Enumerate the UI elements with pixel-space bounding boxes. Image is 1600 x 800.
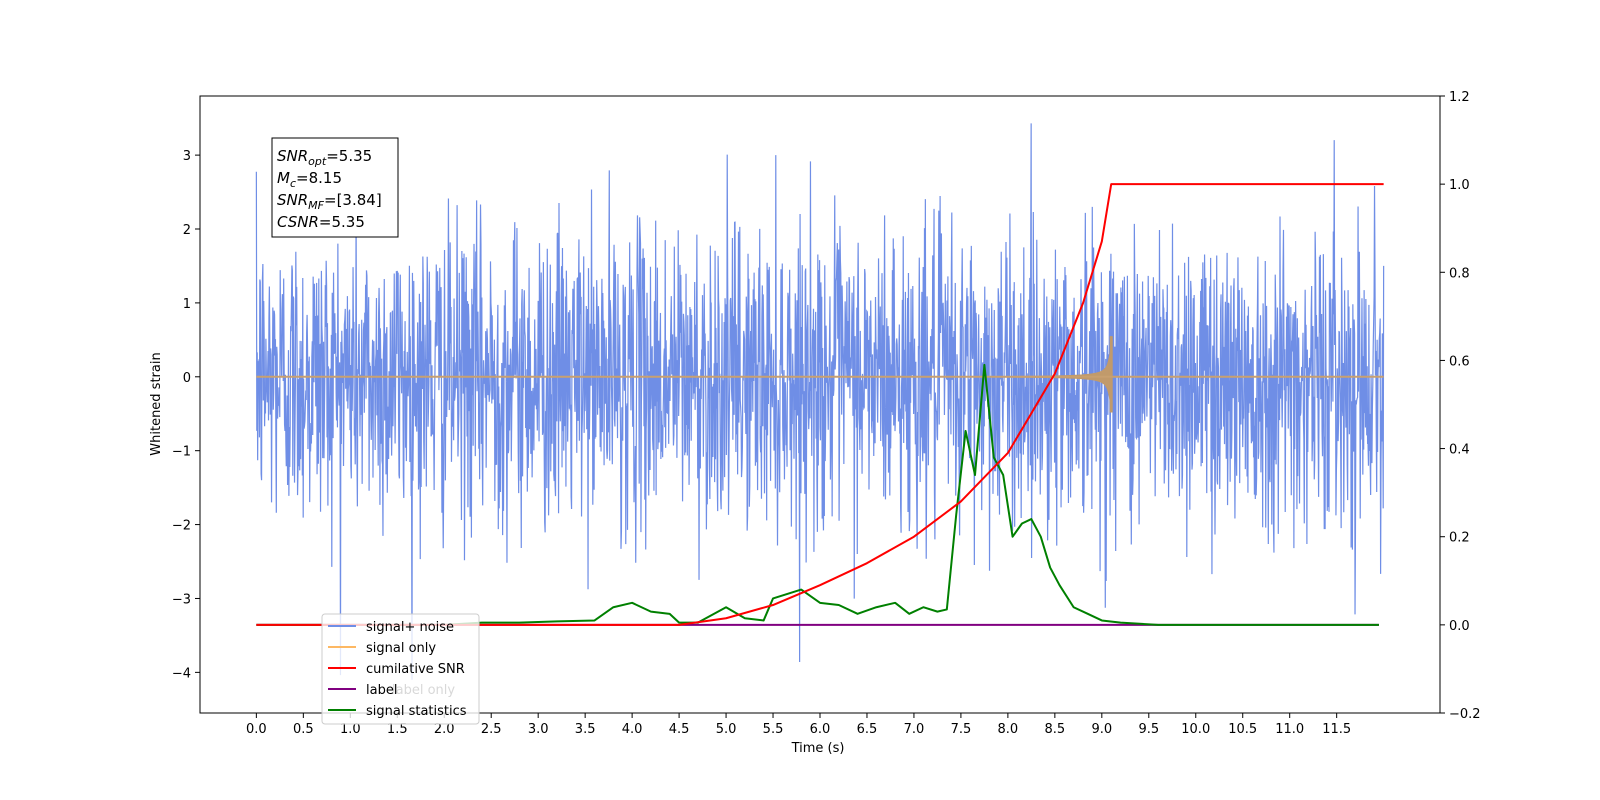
noise-series (255, 123, 1385, 680)
x-tick-label: 5.0 (716, 722, 737, 737)
annotation-subscript: MF (308, 199, 324, 212)
x-tick-label: 1.0 (340, 722, 361, 737)
y2-tick-label: 0.4 (1449, 443, 1470, 458)
y-tick-label: 2 (183, 223, 191, 238)
legend-label: cumilative SNR (366, 662, 465, 677)
annotation-symbol: M (277, 169, 290, 187)
series-line-cumilative-snr (256, 183, 1384, 626)
y-axis-label: Whitened strain (149, 352, 164, 455)
legend-ghost-text: label only (392, 683, 455, 698)
y2-tick-label: 0.8 (1449, 266, 1470, 281)
annotation-subscript: opt (308, 155, 327, 168)
x-tick-label: 7.0 (904, 722, 925, 737)
y2-tick-label: 0.0 (1449, 619, 1470, 634)
x-tick-label: 5.5 (763, 722, 784, 737)
y-tick-label: 1 (183, 297, 191, 312)
x-tick-label: 9.5 (1138, 722, 1159, 737)
y2-tick-label: 0.2 (1449, 531, 1470, 546)
x-tick-label: 11.0 (1275, 722, 1304, 737)
annotation-frame (271, 137, 399, 238)
y2-axis-ticks: 1.2 1.0 0.8 0.6 0.4 0.2 0.0 −0.2 (1440, 90, 1481, 722)
x-tick-label: 8.5 (1045, 722, 1066, 737)
legend-label: signal+ noise (366, 620, 454, 635)
legend-label: signal only (366, 641, 436, 656)
legend-label: label (366, 683, 397, 698)
x-tick-label: 10.5 (1228, 722, 1257, 737)
y-tick-label: 3 (183, 149, 191, 164)
y2-tick-label: 0.6 (1449, 354, 1470, 369)
x-tick-label: 6.0 (810, 722, 831, 737)
annotation-value: =8.15 (296, 169, 342, 187)
annotation-symbol: SNR (277, 147, 308, 165)
annotation-line: Mc=8.15 (277, 169, 342, 190)
x-tick-label: 9.0 (1091, 722, 1112, 737)
x-tick-label: 3.5 (575, 722, 596, 737)
x-axis-ticks: 0.0 0.5 1.0 1.5 2.0 2.5 3.0 3.5 4.0 4.5 5.0 5.5 6.0 6… (246, 713, 1351, 737)
x-tick-label: 4.5 (669, 722, 690, 737)
annotation-line: CSNR=5.35 (277, 213, 365, 231)
y2-tick-label: −0.2 (1449, 707, 1481, 722)
x-tick-label: 1.5 (387, 722, 408, 737)
x-tick-label: 0.0 (246, 722, 267, 737)
y-tick-label: 0 (183, 371, 191, 386)
x-tick-label: 0.5 (293, 722, 314, 737)
x-tick-label: 8.0 (998, 722, 1019, 737)
chirp-series (256, 336, 1384, 413)
x-tick-label: 10.0 (1181, 722, 1210, 737)
annotation-line: SNRopt=5.35 (277, 147, 372, 168)
x-tick-label: 6.5 (857, 722, 878, 737)
series-line-signal-noise (255, 123, 1385, 680)
x-tick-label: 2.5 (481, 722, 502, 737)
annotation-subscript: c (290, 177, 296, 190)
y2-tick-label: 1.0 (1449, 178, 1470, 193)
x-tick-label: 2.0 (434, 722, 455, 737)
legend: label only signal+ noise signal only cumila… (321, 613, 480, 725)
y-tick-label: −2 (172, 519, 191, 534)
x-tick-label: 4.0 (622, 722, 643, 737)
x-axis-label: Time (s) (791, 741, 845, 756)
annotation-symbol: SNR (277, 191, 308, 209)
x-tick-label: 7.5 (951, 722, 972, 737)
annotation-symbol: CSNR (277, 213, 319, 231)
legend-label: signal statistics (366, 704, 467, 719)
series-line-signal-statistics (256, 363, 1379, 626)
y-tick-label: −4 (172, 666, 191, 681)
y-tick-label: −1 (172, 445, 191, 460)
annotation-value: =5.35 (319, 213, 365, 231)
y2-tick-label: 1.2 (1449, 90, 1470, 105)
x-tick-label: 3.0 (528, 722, 549, 737)
annotation-value: =5.35 (326, 147, 372, 165)
legend-frame (321, 613, 480, 725)
annotation-line: SNRMF=[3.84] (277, 191, 382, 212)
y-axis-ticks: 3 2 1 0 −1 −2 −3 −4 (172, 149, 200, 681)
annotation-value: =[3.84] (324, 191, 382, 209)
y-tick-label: −3 (172, 592, 191, 607)
x-tick-label: 11.5 (1322, 722, 1351, 737)
